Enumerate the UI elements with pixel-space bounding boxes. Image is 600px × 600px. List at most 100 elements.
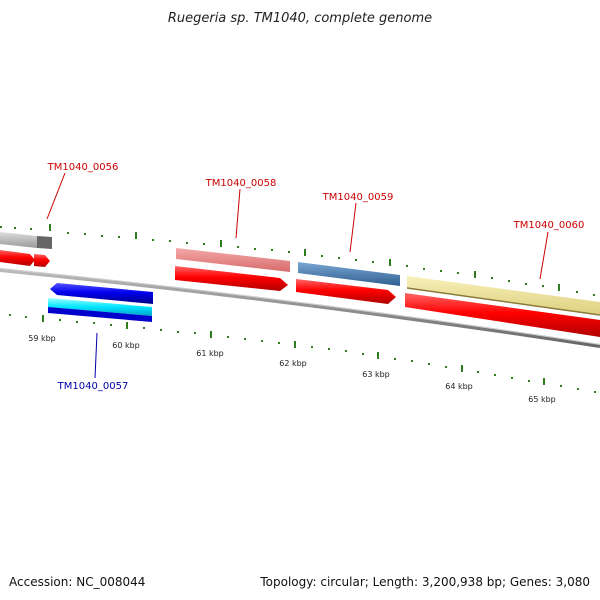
- feature-khaki[interactable]: [407, 276, 600, 315]
- inner-tick: [428, 363, 430, 365]
- outer-tick: [254, 248, 256, 250]
- inner-tick-major: [210, 331, 212, 338]
- inner-tick: [477, 371, 479, 373]
- outer-tick: [203, 243, 205, 245]
- inner-tick-major: [377, 352, 379, 359]
- inner-tick-major: [543, 378, 545, 385]
- gene-labels: TM1040_0056 TM1040_0058 TM1040_0059 TM10…: [47, 162, 585, 392]
- outer-tick-major: [304, 249, 306, 256]
- outer-tick: [118, 236, 120, 238]
- outer-tick-major: [558, 284, 560, 291]
- genome-backbone-highlight: [0, 268, 600, 345]
- inner-tick-major: [294, 341, 296, 348]
- feature-track: [0, 232, 600, 316]
- inner-tick: [76, 321, 78, 323]
- leader-line-0059: [349, 202, 357, 253]
- scale-label: 64 kbp: [445, 382, 473, 391]
- inner-tick-major: [42, 315, 44, 322]
- outer-tick: [355, 259, 357, 261]
- outer-tick: [14, 227, 16, 229]
- inner-tick: [577, 388, 579, 390]
- outer-scale: [0, 224, 595, 296]
- outer-tick: [542, 285, 544, 287]
- outer-tick: [576, 291, 578, 293]
- gene-label-0060[interactable]: TM1040_0060: [513, 220, 585, 231]
- cds-arrow-forward[interactable]: [0, 250, 35, 266]
- leader-line-0058: [235, 188, 241, 239]
- inner-tick: [345, 350, 347, 352]
- inner-tick: [160, 329, 162, 331]
- feature-steel[interactable]: [298, 262, 400, 286]
- outer-tick: [423, 268, 425, 270]
- outer-tick-major: [49, 224, 51, 231]
- outer-tick: [491, 277, 493, 279]
- inner-scale: [9, 314, 596, 393]
- genome-backbone: [0, 268, 600, 348]
- outer-tick: [406, 265, 408, 267]
- feature-pink[interactable]: [176, 248, 290, 272]
- scale-label: 61 kbp: [196, 349, 224, 358]
- reverse-strand: [48, 283, 153, 322]
- inner-tick-major: [461, 365, 463, 372]
- inner-tick: [328, 348, 330, 350]
- inner-tick: [362, 353, 364, 355]
- inner-tick: [93, 322, 95, 324]
- outer-tick: [101, 235, 103, 237]
- gene-label-0058[interactable]: TM1040_0058: [205, 178, 277, 189]
- outer-tick: [525, 283, 527, 285]
- scale-label: 65 kbp: [528, 395, 556, 404]
- scale-label: 60 kbp: [112, 341, 140, 350]
- outer-tick: [288, 251, 290, 253]
- inner-tick: [143, 327, 145, 329]
- outer-tick: [321, 255, 323, 257]
- leader-lines: [46, 172, 549, 379]
- inner-tick: [110, 324, 112, 326]
- inner-tick: [194, 332, 196, 334]
- cds-arrow-forward[interactable]: [175, 266, 288, 291]
- inner-tick: [59, 319, 61, 321]
- leader-line-0057: [94, 332, 98, 379]
- cds-blue-band[interactable]: [48, 307, 152, 322]
- outer-tick: [508, 280, 510, 282]
- gene-label-0056[interactable]: TM1040_0056: [47, 162, 119, 173]
- outer-tick: [237, 246, 239, 248]
- inner-tick: [594, 391, 596, 393]
- outer-tick: [372, 261, 374, 263]
- cds-arrow-reverse[interactable]: [50, 283, 153, 304]
- inner-tick: [394, 358, 396, 360]
- outer-tick: [84, 233, 86, 235]
- outer-tick: [440, 270, 442, 272]
- inner-tick: [528, 380, 530, 382]
- gene-label-0059[interactable]: TM1040_0059: [322, 192, 394, 203]
- inner-tick: [244, 338, 246, 340]
- gene-label-0057[interactable]: TM1040_0057: [57, 381, 129, 392]
- scale-label: 63 kbp: [362, 370, 390, 379]
- inner-tick: [261, 340, 263, 342]
- scale-label: 62 kbp: [279, 359, 307, 368]
- cds-cyan-band[interactable]: [48, 298, 152, 316]
- outer-tick-major: [220, 240, 222, 247]
- feature-khaki-edge: [406, 287, 600, 316]
- outer-tick-major: [389, 259, 391, 266]
- outer-tick-major: [474, 271, 476, 278]
- genome-summary-text: Topology: circular; Length: 3,200,938 bp…: [259, 575, 590, 589]
- outer-tick: [169, 240, 171, 242]
- feature-grey-dark[interactable]: [37, 236, 52, 249]
- inner-tick: [278, 342, 280, 344]
- outer-tick: [67, 232, 69, 234]
- outer-tick: [186, 242, 188, 244]
- forward-strand: [0, 250, 600, 337]
- outer-tick: [152, 239, 154, 241]
- feature-grey[interactable]: [0, 232, 37, 248]
- accession-text: Accession: NC_008044: [9, 575, 145, 589]
- outer-tick: [0, 226, 2, 228]
- outer-tick: [593, 294, 595, 296]
- outer-tick: [30, 228, 32, 230]
- outer-tick-major: [135, 232, 137, 239]
- cds-arrow-forward[interactable]: [405, 293, 600, 337]
- cds-arrow-forward[interactable]: [296, 279, 396, 304]
- cds-arrow-forward[interactable]: [34, 254, 50, 267]
- inner-tick: [9, 314, 11, 316]
- inner-tick: [445, 366, 447, 368]
